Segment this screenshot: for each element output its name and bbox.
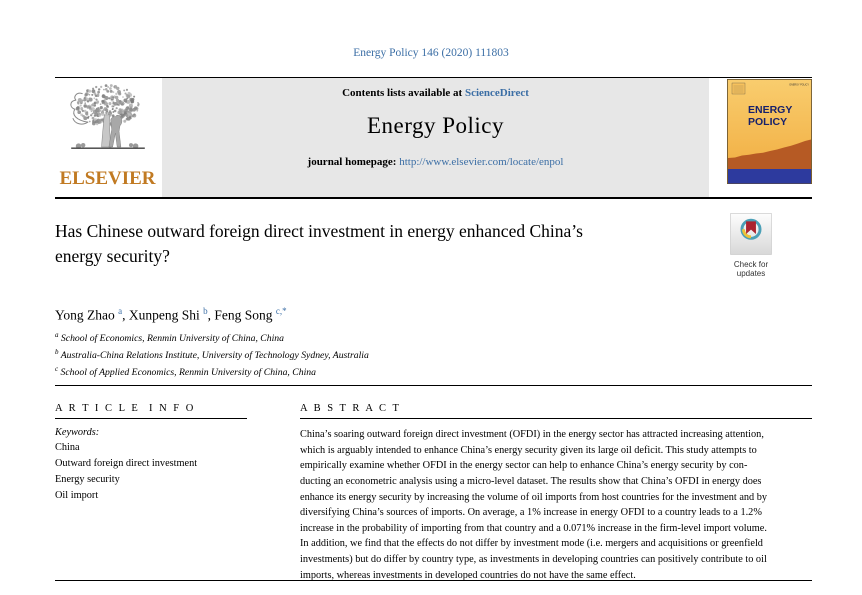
svg-text:POLICY: POLICY: [748, 116, 787, 128]
svg-text:ENERGY: ENERGY: [748, 104, 792, 116]
svg-text:ENERGY POLICY: ENERGY POLICY: [790, 83, 810, 86]
